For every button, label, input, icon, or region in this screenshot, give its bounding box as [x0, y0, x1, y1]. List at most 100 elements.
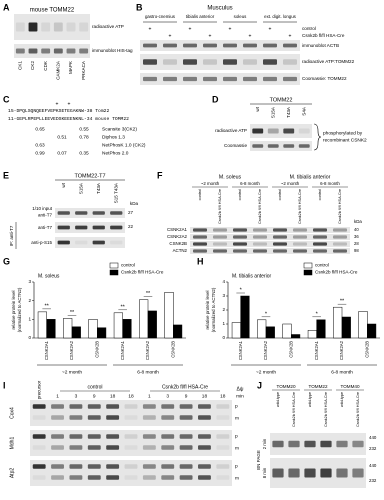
band — [263, 76, 277, 82]
band — [213, 249, 227, 253]
lane-label: control — [238, 189, 242, 201]
lane-label: CK2 — [30, 61, 35, 70]
x-tick-label: CSNK2A2 — [69, 340, 74, 360]
x-tick-label: CSNK2A2 — [263, 340, 268, 360]
band — [124, 415, 138, 420]
band — [298, 144, 310, 148]
band — [179, 475, 193, 480]
label: radioactive ATP — [92, 24, 124, 29]
label: 440 — [369, 463, 377, 468]
bar — [46, 319, 56, 339]
band — [283, 144, 295, 148]
band — [198, 434, 211, 439]
method: Diphos 1.3 — [102, 134, 125, 140]
lane-label: wt — [61, 182, 66, 187]
band — [106, 415, 120, 420]
bar — [147, 310, 157, 339]
label: 27 — [128, 210, 134, 215]
bar — [257, 319, 267, 339]
label: 6-8 month — [240, 181, 260, 186]
band — [163, 43, 177, 48]
label: M. tibialis anterior — [290, 174, 331, 180]
bar — [139, 299, 149, 339]
lane-label: Csnk2b fl/fl HSA-Cre — [298, 189, 302, 224]
label: radioactive ATP:TOMM22 — [302, 59, 355, 64]
time-label: 3 — [75, 393, 78, 399]
band — [161, 464, 175, 469]
significance: ** — [45, 303, 50, 309]
band — [87, 434, 101, 439]
band — [92, 240, 105, 245]
band — [142, 404, 156, 409]
time-label: 3 — [166, 393, 169, 399]
sign: + — [149, 26, 152, 32]
band — [293, 242, 307, 246]
band — [313, 249, 327, 253]
label: Δψ — [237, 386, 244, 392]
band — [51, 445, 64, 450]
panel-title: Musculus — [207, 6, 232, 12]
band — [233, 242, 247, 246]
bar — [282, 323, 292, 339]
band — [313, 242, 327, 246]
band — [124, 445, 138, 450]
band — [333, 242, 347, 246]
band — [179, 415, 193, 420]
band — [216, 434, 230, 439]
band — [243, 76, 257, 82]
band — [106, 434, 120, 439]
band — [336, 468, 348, 478]
blot — [140, 73, 300, 85]
group-label: 6-8 month — [331, 369, 353, 375]
blot — [140, 54, 300, 70]
lane-label: wild-type — [340, 392, 344, 407]
lane-label: control — [318, 189, 322, 201]
band — [32, 475, 46, 480]
time-label: 18 — [202, 393, 208, 399]
label: 28 — [354, 241, 359, 246]
band — [293, 235, 307, 239]
band — [193, 235, 207, 239]
panel-label: C — [3, 94, 10, 104]
band — [283, 128, 295, 134]
lane-label: Csnk2b fl/fl HSA-Cre — [258, 189, 262, 224]
significance: ** — [340, 299, 345, 305]
band — [304, 440, 316, 448]
label: IP: anti-T7 — [9, 225, 14, 246]
band — [161, 415, 175, 420]
band — [87, 445, 101, 450]
score: 0.65 — [35, 126, 45, 132]
label: TOMM20 — [276, 384, 296, 389]
score: 0.51 — [57, 134, 67, 140]
sign: + — [209, 33, 212, 39]
band — [267, 144, 279, 148]
band — [313, 235, 327, 239]
band — [106, 445, 120, 450]
band — [193, 249, 207, 253]
band — [142, 445, 156, 450]
band — [243, 59, 257, 65]
label: anti-p-S15 — [31, 240, 52, 245]
label: BN PAGE — [256, 450, 261, 470]
lane-label: Csnk2b fl/fl HSA-Cre — [324, 392, 328, 427]
blot — [190, 227, 350, 233]
label: 2 min — [262, 438, 267, 449]
lane-label: control — [198, 189, 202, 201]
blot — [30, 460, 232, 486]
label: ~2 month — [281, 181, 300, 186]
lane-label: wild-type — [276, 392, 280, 407]
band — [273, 228, 287, 232]
band — [272, 468, 284, 478]
band — [263, 59, 277, 65]
band — [69, 415, 83, 420]
legend-label: Csnk2b fl/fl HSA-Cre — [121, 270, 164, 275]
band — [272, 440, 284, 448]
axis-label: (normalized to ACTN2) — [211, 287, 216, 332]
blot — [14, 14, 90, 40]
band — [216, 415, 230, 420]
label: 232 — [369, 446, 377, 451]
significance: ** — [121, 304, 126, 310]
lane-label: CDK — [43, 60, 48, 71]
label: p — [235, 464, 238, 469]
legend-swatch — [303, 269, 313, 276]
